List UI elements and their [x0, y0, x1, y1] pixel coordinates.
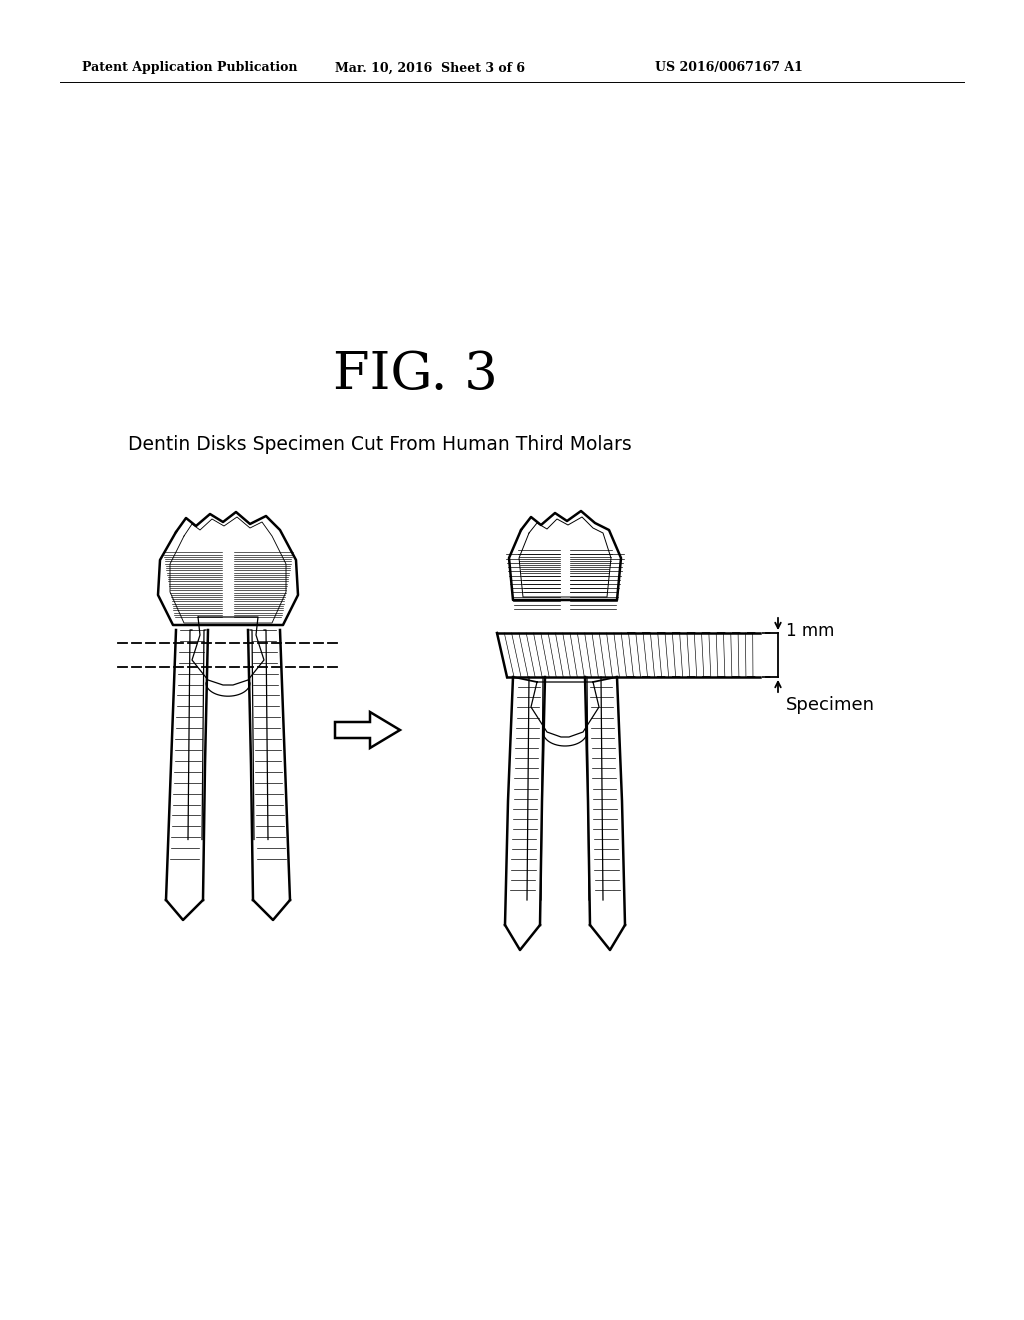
Text: Patent Application Publication: Patent Application Publication — [82, 62, 298, 74]
Text: Dentin Disks Specimen Cut From Human Third Molars: Dentin Disks Specimen Cut From Human Thi… — [128, 436, 632, 454]
Text: FIG. 3: FIG. 3 — [333, 350, 498, 400]
Text: US 2016/0067167 A1: US 2016/0067167 A1 — [655, 62, 803, 74]
Text: 1 mm: 1 mm — [786, 622, 835, 640]
Text: Mar. 10, 2016  Sheet 3 of 6: Mar. 10, 2016 Sheet 3 of 6 — [335, 62, 525, 74]
Polygon shape — [335, 711, 400, 748]
Text: Specimen: Specimen — [786, 696, 874, 714]
